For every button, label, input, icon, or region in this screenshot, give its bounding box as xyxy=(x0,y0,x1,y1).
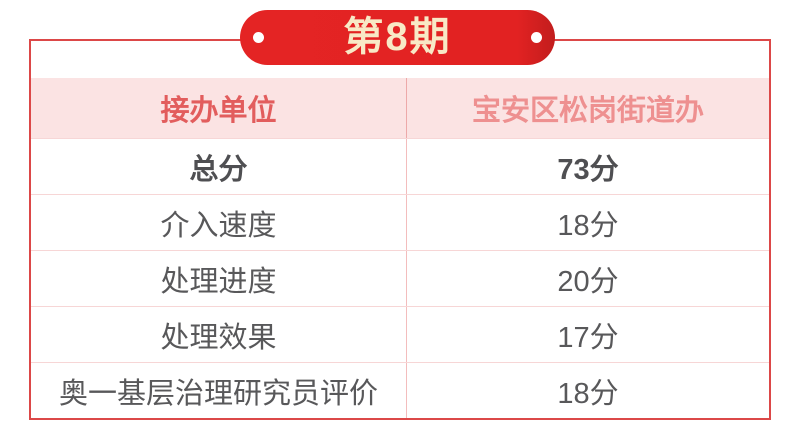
issue-banner-label: 第8期 xyxy=(343,14,452,59)
row-value: 17分 xyxy=(557,321,619,354)
row-label: 总分 xyxy=(31,139,407,194)
table-row-handling-progress: 处理进度 20分 xyxy=(31,251,769,307)
row-value: 20分 xyxy=(557,265,619,298)
header-cell-unit-label: 接办单位 xyxy=(31,78,407,138)
table-header-row: 接办单位 宝安区松岗街道办 xyxy=(31,78,769,139)
header-cell-unit-name: 宝安区松岗街道办 xyxy=(471,95,704,127)
score-table: 接办单位 宝安区松岗街道办 总分 73分 介入速度 18分 处理进度 20分 处… xyxy=(31,78,769,418)
table-row-total: 总分 73分 xyxy=(31,139,769,195)
banner-right-dot-icon xyxy=(531,32,542,43)
row-value: 18分 xyxy=(557,209,619,242)
table-row-intervention-speed: 介入速度 18分 xyxy=(31,195,769,251)
row-value: 18分 xyxy=(557,377,619,410)
table-row-researcher-evaluation: 奥一基层治理研究员评价 18分 xyxy=(31,363,769,418)
row-value: 73分 xyxy=(557,153,619,186)
row-label: 处理效果 xyxy=(31,307,407,362)
row-label: 处理进度 xyxy=(31,251,407,306)
row-label: 奥一基层治理研究员评价 xyxy=(31,363,407,418)
table-row-handling-effect: 处理效果 17分 xyxy=(31,307,769,363)
banner-left-dot-icon xyxy=(253,32,264,43)
row-label: 介入速度 xyxy=(31,195,407,250)
issue-banner: 第8期 xyxy=(240,10,555,65)
